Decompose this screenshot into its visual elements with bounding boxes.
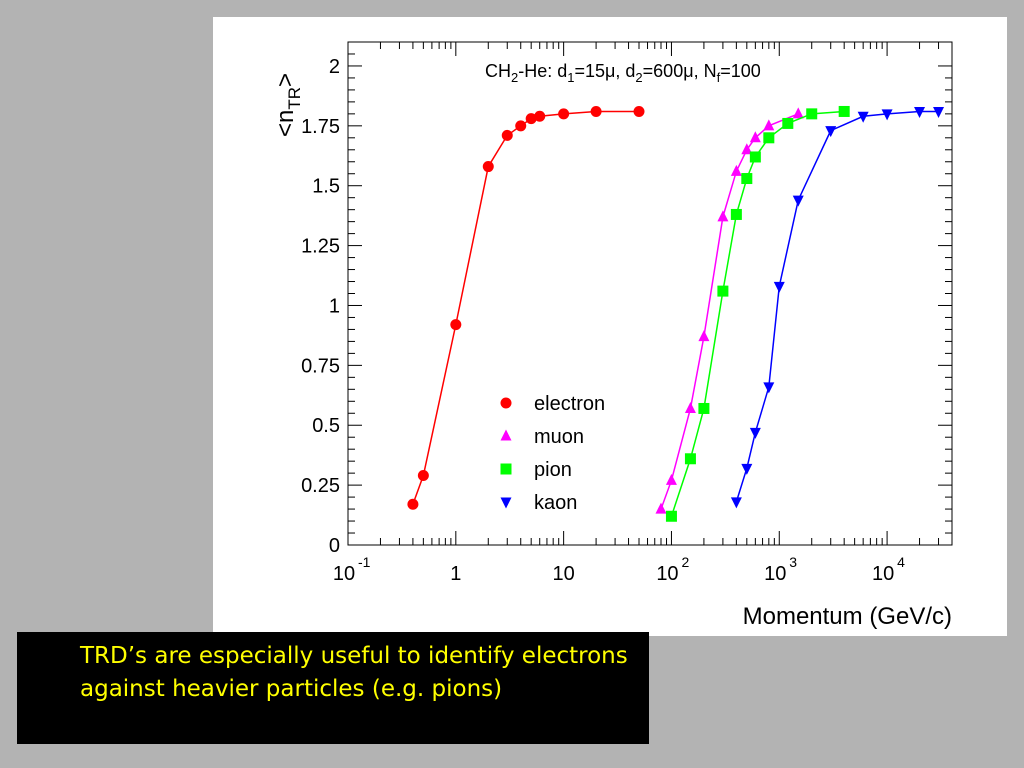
x-tick-label: 10 bbox=[333, 563, 355, 585]
data-point-kaon bbox=[825, 126, 837, 138]
legend-marker-kaon bbox=[500, 497, 512, 509]
x-tick-label: 10 bbox=[553, 563, 575, 585]
data-point-kaon bbox=[933, 106, 945, 118]
data-point-kaon bbox=[881, 109, 893, 121]
series-line-electron bbox=[412, 110, 639, 505]
data-point-electron bbox=[590, 105, 602, 117]
data-point-pion bbox=[698, 402, 710, 414]
data-point-muon bbox=[763, 119, 775, 131]
y-axis-title: <nTR> bbox=[272, 73, 304, 137]
data-point-electron bbox=[525, 113, 537, 125]
y-tick-label: 1.5 bbox=[312, 176, 340, 198]
y-tick-label: 0 bbox=[329, 535, 340, 557]
data-point-electron bbox=[501, 129, 513, 141]
data-point-electron bbox=[633, 105, 645, 117]
data-point-muon bbox=[749, 131, 761, 143]
data-point-kaon bbox=[773, 281, 785, 293]
data-point-pion bbox=[665, 510, 677, 522]
data-point-kaon bbox=[749, 427, 761, 439]
x-tick-label: 10 bbox=[764, 563, 786, 585]
y-tick-label: 0.25 bbox=[301, 475, 340, 497]
series-line-kaon bbox=[735, 110, 939, 503]
caption-text: TRD’s are especially useful to identify … bbox=[80, 643, 628, 702]
data-point-muon bbox=[741, 143, 753, 155]
data-point-pion bbox=[749, 151, 761, 163]
x-tick-exponent: 2 bbox=[681, 554, 689, 570]
y-tick-label: 0.75 bbox=[301, 355, 340, 377]
data-point-electron bbox=[534, 110, 546, 122]
data-point-muon bbox=[684, 401, 696, 413]
data-point-kaon bbox=[730, 497, 742, 509]
legend-label-electron: electron bbox=[534, 393, 605, 415]
legend-marker-pion bbox=[500, 463, 512, 475]
legend-label-pion: pion bbox=[534, 459, 572, 481]
data-point-kaon bbox=[763, 382, 775, 394]
legend-marker-muon bbox=[500, 429, 512, 441]
series-line-pion bbox=[670, 110, 845, 517]
x-tick-exponent: 3 bbox=[789, 554, 797, 570]
data-point-muon bbox=[698, 330, 710, 342]
data-point-muon bbox=[717, 210, 729, 222]
data-point-pion bbox=[806, 108, 818, 120]
y-tick-label: 1.75 bbox=[301, 116, 340, 138]
data-point-muon bbox=[655, 502, 667, 514]
x-tick-exponent: 4 bbox=[897, 554, 905, 570]
data-point-pion bbox=[717, 285, 729, 297]
data-point-kaon bbox=[792, 195, 804, 207]
data-point-pion bbox=[763, 132, 775, 144]
y-tick-label: 0.5 bbox=[312, 415, 340, 437]
data-point-electron bbox=[407, 498, 419, 510]
data-point-electron bbox=[515, 120, 527, 132]
chart-annotation: CH2-He: d1=15μ, d2=600μ, Nf=100 bbox=[485, 61, 761, 85]
data-point-pion bbox=[782, 117, 794, 129]
data-point-kaon bbox=[857, 111, 869, 123]
data-point-pion bbox=[838, 105, 850, 117]
x-tick-label: 1 bbox=[450, 563, 461, 585]
data-point-electron bbox=[558, 108, 570, 120]
data-point-pion bbox=[741, 173, 753, 185]
data-point-pion bbox=[684, 453, 696, 465]
x-axis-title: Momentum (GeV/c) bbox=[743, 603, 952, 630]
data-point-kaon bbox=[914, 106, 926, 118]
x-tick-label: 10 bbox=[872, 563, 894, 585]
data-point-pion bbox=[730, 208, 742, 220]
caption-box: TRD’s are especially useful to identify … bbox=[17, 632, 649, 744]
data-point-kaon bbox=[741, 463, 753, 475]
y-tick-label: 1 bbox=[329, 295, 340, 317]
legend-label-kaon: kaon bbox=[534, 492, 577, 514]
x-tick-exponent: -1 bbox=[358, 554, 371, 570]
y-tick-label: 1.25 bbox=[301, 236, 340, 258]
data-point-electron bbox=[417, 470, 429, 482]
chart-figure: 0 0.25 0.5 0.75 1 1.25 1.5 1.75 2 10 -1 1 10 10 2 10 3 10… bbox=[213, 17, 1007, 636]
legend-label-muon: muon bbox=[534, 426, 584, 448]
y-tick-label: 2 bbox=[329, 56, 340, 78]
legend-marker-electron bbox=[500, 397, 512, 409]
data-point-electron bbox=[450, 319, 462, 331]
data-point-muon bbox=[665, 473, 677, 485]
series-line-muon bbox=[660, 113, 799, 510]
data-point-electron bbox=[482, 161, 494, 173]
x-tick-label: 10 bbox=[656, 563, 678, 585]
data-point-muon bbox=[792, 107, 804, 119]
data-point-muon bbox=[730, 164, 742, 176]
